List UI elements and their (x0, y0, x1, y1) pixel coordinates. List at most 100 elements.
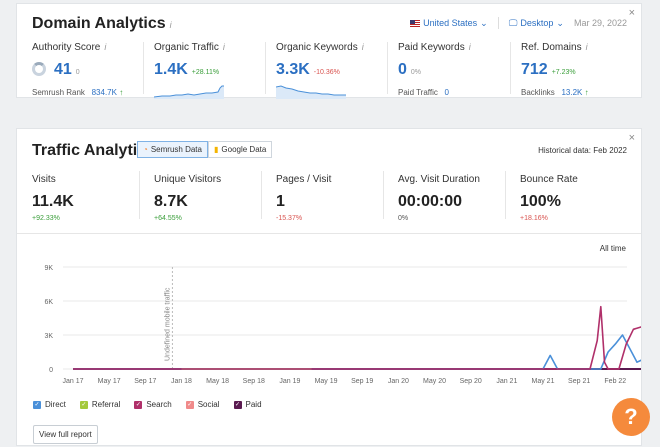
metric-value-row: 0 0% (398, 61, 471, 79)
tab-semrush-data[interactable]: ◔ Semrush Data (137, 141, 208, 158)
metric-label: Organic Traffic i (154, 42, 225, 53)
info-icon[interactable]: i (585, 42, 588, 52)
x-tick-label: Sep 21 (568, 378, 590, 385)
domain-analytics-title-text: Domain Analytics (32, 15, 166, 32)
x-tick-label: May 19 (315, 378, 338, 385)
divider (17, 233, 641, 234)
x-tick-label: Sep 17 (134, 378, 156, 385)
sub-value[interactable]: 0 (444, 88, 449, 97)
country-label: United States (423, 18, 478, 28)
metric-label: Paid Keywords i (398, 42, 471, 53)
view-full-report-button[interactable]: View full report (33, 425, 98, 444)
organic-traffic-sparkline (154, 85, 224, 99)
x-tick-label: Feb 22 (604, 378, 626, 385)
metric-unique-visitors: Unique Visitors 8.7K +64.55% (154, 174, 221, 222)
metric-label: Visits (32, 174, 56, 185)
organic-keywords-sparkline (276, 85, 346, 99)
arrow-up-icon: ↑ (584, 88, 589, 97)
metric-value[interactable]: 0 (398, 61, 407, 78)
metric-label-text: Paid Keywords (398, 42, 465, 53)
metric-value-row: 1.4K +28.11% (154, 61, 225, 79)
info-icon[interactable]: i (468, 42, 471, 52)
tab-google-data[interactable]: ▮ Google Data (207, 141, 273, 158)
metric-organic-traffic: Organic Traffic i 1.4K +28.11% (154, 42, 225, 99)
tab-label: Google Data (221, 145, 267, 154)
x-tick-label: Jan 20 (388, 378, 409, 385)
metric-value[interactable]: 1.4K (154, 61, 188, 78)
metric-value[interactable]: 41 (54, 61, 72, 78)
legend-paid[interactable]: ✓ Paid (233, 400, 262, 409)
device-select[interactable]: 🖵 Desktop ⌄ (509, 18, 564, 29)
info-icon[interactable]: i (104, 42, 107, 52)
metric-value-row: 712 +7.23% (521, 61, 589, 79)
period-selector[interactable]: All time (599, 244, 626, 253)
metric-change: -15.37% (276, 215, 303, 222)
divider (497, 17, 499, 29)
y-tick-label: 0 (49, 367, 53, 374)
metric-label: Authority Score i (32, 42, 123, 53)
metric-value-row: 3.3K -10.36% (276, 61, 364, 79)
metric-label: Bounce Rate (520, 174, 578, 185)
metric-label: Avg. Visit Duration (398, 174, 480, 185)
checkbox-checked-icon: ✓ (185, 400, 194, 409)
annotation-label: Undefined mobile traffic (164, 287, 171, 361)
sub-value[interactable]: 13.2K (561, 88, 583, 97)
metric-label-text: Organic Keywords (276, 42, 358, 53)
x-tick-label: Sep 18 (243, 378, 265, 385)
info-icon[interactable]: i (169, 20, 172, 30)
divider (383, 171, 384, 219)
divider (139, 171, 140, 219)
us-flag-icon (410, 19, 421, 27)
legend-search[interactable]: ✓ Search (134, 400, 172, 409)
x-tick-label: Sep 19 (351, 378, 373, 385)
legend-direct[interactable]: ✓ Direct (33, 400, 66, 409)
chevron-down-icon: ⌄ (480, 17, 488, 28)
tab-label: Semrush Data (150, 145, 202, 154)
legend-social[interactable]: ✓ Social (185, 400, 220, 409)
series-line-search (73, 305, 641, 370)
metric-label-text: Authority Score (32, 42, 101, 53)
metric-change: 0% (398, 215, 409, 222)
data-source-tabs: ◔ Semrush Data ▮ Google Data (137, 141, 273, 158)
metric-avg-visit-duration: Avg. Visit Duration 00:00:00 0% (398, 174, 480, 222)
traffic-analytics-title-text: Traffic Analytics (32, 142, 156, 159)
sub-label: Backlinks (521, 88, 555, 97)
metric-change: +18.16% (520, 215, 548, 222)
metric-label-text: Ref. Domains (521, 42, 582, 53)
legend-label: Referral (91, 400, 121, 409)
arrow-up-icon: ↑ (119, 88, 124, 97)
y-tick-label: 9K (44, 265, 53, 272)
sub-value[interactable]: 834.7K (91, 88, 117, 97)
legend-label: Social (197, 400, 220, 409)
divider (387, 42, 388, 94)
legend-referral[interactable]: ✓ Referral (79, 400, 121, 409)
divider (505, 171, 506, 219)
help-button[interactable]: ? (612, 398, 650, 436)
metric-sub: Semrush Rank 834.7K ↑ (32, 88, 123, 97)
country-select[interactable]: United States ⌄ (410, 18, 488, 29)
domain-analytics-title: Domain Analytics i (32, 15, 172, 33)
domain-analytics-card: × Domain Analytics i United States ⌄ 🖵 Desk… (16, 3, 642, 99)
metric-value: 100% (520, 193, 561, 210)
x-tick-label: Jan 17 (62, 378, 83, 385)
info-icon[interactable]: i (361, 42, 364, 52)
metric-visits: Visits 11.4K +92.33% (32, 174, 74, 222)
domain-analytics-filters: United States ⌄ 🖵 Desktop ⌄ Mar 29, 2022 (410, 17, 627, 29)
metric-value: 8.7K (154, 193, 188, 210)
divider (265, 42, 266, 94)
x-tick-label: Jan 21 (496, 378, 517, 385)
x-tick-label: May 20 (423, 378, 446, 385)
y-tick-label: 3K (44, 333, 53, 340)
metric-change: +7.23% (551, 69, 576, 76)
metric-label: Ref. Domains i (521, 42, 589, 53)
metric-value[interactable]: 712 (521, 61, 548, 78)
series-line-direct (73, 334, 641, 370)
metric-authority-score: Authority Score i 41 0 Semrush Rank 834.7K… (32, 42, 123, 97)
metric-value[interactable]: 3.3K (276, 61, 310, 78)
close-icon[interactable]: × (628, 132, 635, 144)
info-icon[interactable]: i (222, 42, 225, 52)
legend-label: Search (146, 400, 172, 409)
close-icon[interactable]: × (628, 7, 635, 19)
metric-pages-per-visit: Pages / Visit 1 -15.37% (276, 174, 331, 222)
